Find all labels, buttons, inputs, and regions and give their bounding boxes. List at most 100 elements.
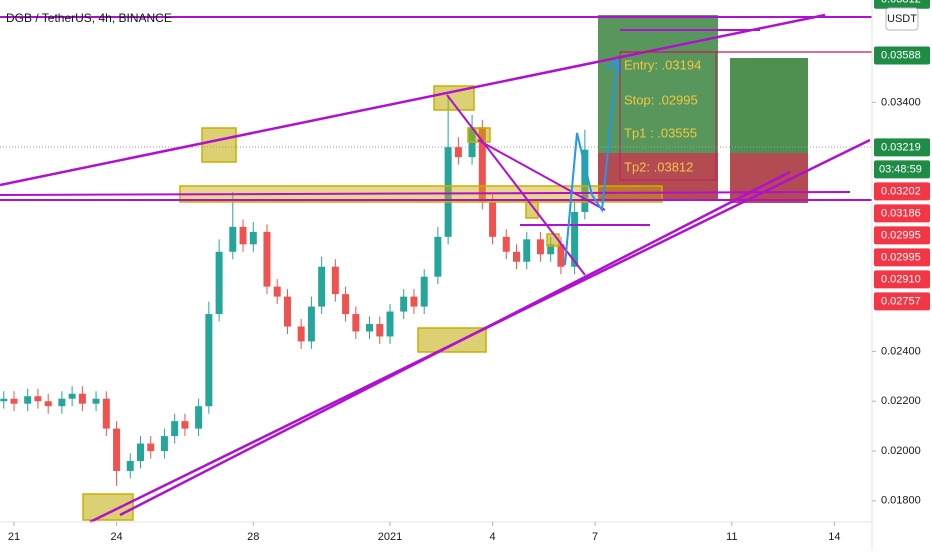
candle-body — [24, 396, 32, 404]
candle-body — [44, 401, 52, 407]
annotation: Tp1 : .03555 — [624, 125, 697, 140]
candle-body — [513, 251, 521, 262]
price-label: 0.03202 — [881, 185, 921, 197]
candle-body — [249, 231, 257, 245]
annotations: Entry: .03194 Stop: .02995 Tp1 : .03555 Tp2… — [624, 57, 701, 174]
x-tick-label: 11 — [726, 531, 737, 543]
zigzag — [564, 61, 618, 266]
candle-body — [283, 296, 291, 327]
trend-line — [0, 13, 826, 187]
y-tick-label: 0.01800 — [881, 495, 921, 507]
candle-body — [136, 443, 144, 461]
y-tick-label: 0.02200 — [881, 395, 921, 407]
candle-body — [571, 211, 579, 267]
axes: 0.03400 0.02400 0.02200 0.02000 0.01800 21 24 2… — [8, 0, 930, 543]
price-label-box — [874, 46, 930, 65]
candle-body — [420, 276, 428, 307]
x-tick-label: 4 — [490, 531, 496, 543]
candle-body — [489, 201, 497, 237]
candle-body — [113, 428, 121, 471]
annotation: Stop: .02995 — [624, 92, 698, 107]
candle-body — [400, 296, 408, 312]
price-label-box — [874, 248, 930, 267]
box — [433, 85, 475, 111]
y-tick-label: 0.02400 — [881, 345, 921, 357]
price-label: 0.03186 — [881, 207, 921, 219]
candle-body — [318, 266, 326, 307]
price-label: 0.02995 — [881, 229, 921, 241]
price-label: 0.03812 — [881, 0, 921, 6]
candle-body — [307, 306, 315, 342]
candle-body — [273, 286, 281, 297]
price-label-box — [874, 292, 930, 311]
candle-body — [454, 147, 462, 158]
x-tick-label: 14 — [828, 531, 840, 543]
candle-body — [34, 396, 42, 402]
arrow-head — [605, 58, 621, 75]
candle-body — [331, 266, 339, 295]
candle-body — [68, 393, 76, 399]
trend-line — [119, 170, 791, 517]
candle-body — [366, 324, 374, 332]
profit-zone — [730, 58, 808, 153]
candle-body — [195, 406, 203, 429]
candle-body — [434, 236, 442, 277]
countdown: 03:48:59 — [879, 163, 922, 175]
candle-body — [147, 443, 155, 452]
candle-body — [523, 239, 531, 262]
candle-body — [536, 239, 544, 255]
price-label-box — [874, 182, 930, 201]
annotation: Entry: .03194 — [624, 57, 701, 72]
x-tick-label: 21 — [8, 531, 20, 543]
candle-body — [297, 326, 305, 342]
candle-body — [239, 226, 247, 245]
candle-body — [92, 398, 100, 404]
currency: USDT — [887, 13, 917, 25]
candle-body — [78, 393, 86, 404]
candle-body — [126, 460, 134, 471]
candle-body — [215, 251, 223, 315]
price-label: 0.02910 — [881, 273, 921, 285]
y-tick-label: 0.02000 — [881, 445, 921, 457]
candle-body — [410, 296, 418, 307]
candle-body — [547, 244, 555, 255]
box — [82, 493, 134, 521]
candle-body — [581, 149, 589, 212]
candle-body — [263, 231, 271, 287]
price-label: 0.03588 — [881, 49, 921, 61]
chart-title: DGB / TetherUS, 4h, BINANCE — [6, 11, 172, 25]
price-label-box — [874, 270, 930, 289]
candle-body — [58, 398, 66, 407]
position-tools — [598, 15, 808, 203]
candle-body — [102, 398, 110, 429]
x-tick-label: 28 — [247, 531, 259, 543]
price-label-box — [874, 138, 930, 157]
candle-body — [557, 244, 565, 267]
x-tick-label: 7 — [592, 531, 598, 543]
candle-body — [181, 421, 189, 429]
box — [467, 127, 491, 143]
annotation-box — [619, 51, 717, 181]
x-tick-label: 24 — [110, 531, 122, 543]
candle-body — [478, 127, 486, 202]
candle-body — [0, 398, 8, 402]
annotation: Tp2: .03812 — [624, 159, 693, 174]
y-tick-label: 0.03400 — [881, 96, 921, 108]
box — [525, 201, 539, 219]
price-label-box — [874, 204, 930, 223]
price-label: 0.02757 — [881, 295, 921, 307]
currency-box — [885, 7, 919, 31]
price-label: 0.03219 — [881, 141, 921, 153]
candle-body — [444, 147, 452, 237]
candle-body — [171, 421, 179, 437]
projection — [564, 58, 621, 266]
trend-line — [477, 139, 606, 211]
candle-body — [229, 226, 237, 252]
candle-body — [10, 398, 18, 404]
profit-zone — [598, 15, 718, 153]
candle-body — [205, 314, 213, 407]
price-label: 0.02995 — [881, 251, 921, 263]
x-tick-label: 2021 — [378, 531, 402, 543]
